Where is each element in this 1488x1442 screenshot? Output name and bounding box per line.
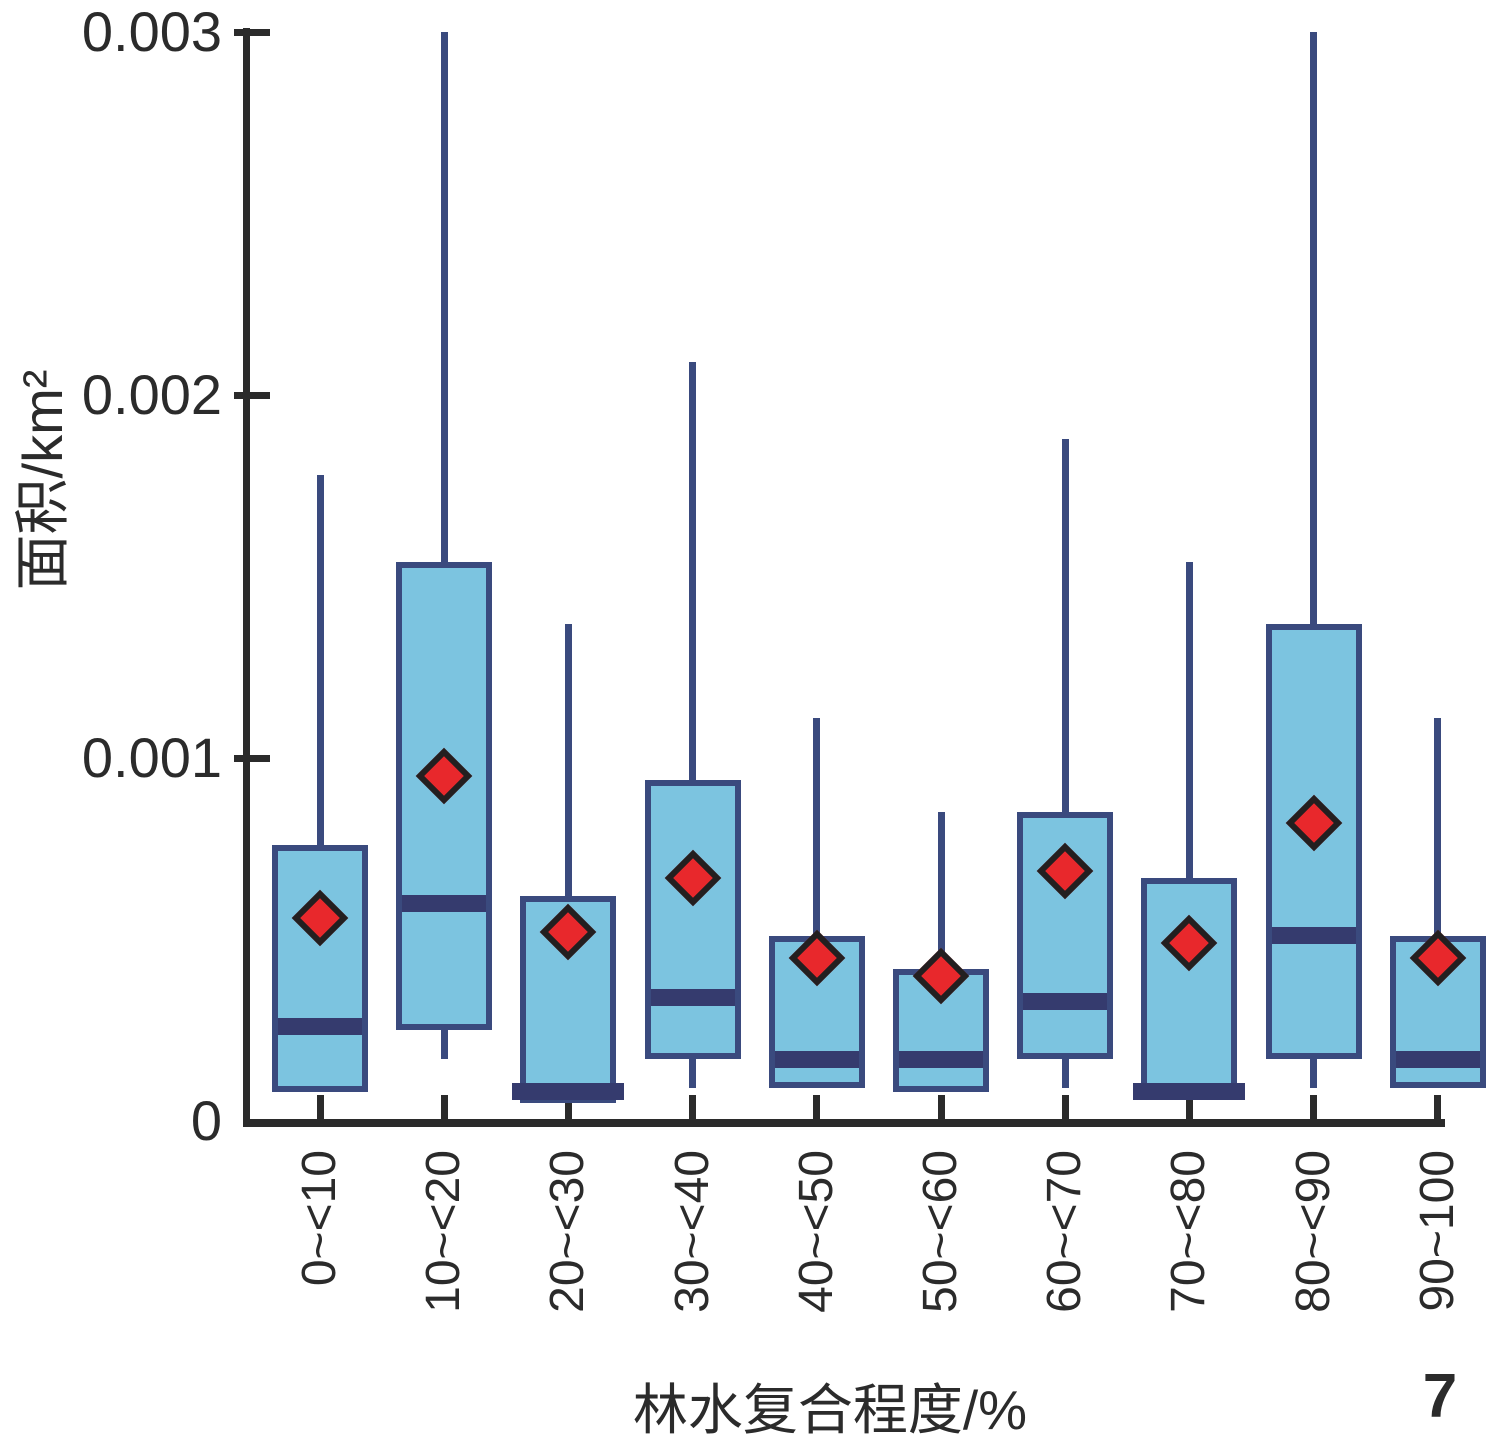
median-line [1023,992,1108,1010]
x-tick-mark [1061,1095,1069,1126]
x-tick-label: 80~<90 [1286,1150,1340,1313]
x-tick-label: 90~100 [1410,1150,1464,1312]
x-tick-label: 60~<70 [1038,1150,1092,1313]
whisker-upper [937,812,945,969]
y-tick-mark-0003 [234,29,270,36]
y-tick-mark-0002 [234,392,270,399]
whisker-lower [1061,1059,1069,1089]
box [644,779,741,1060]
x-tick-label: 30~<40 [665,1150,719,1313]
whisker-upper [440,32,448,562]
x-tick-label: 10~<20 [417,1150,471,1313]
median-line [650,989,735,1007]
x-tick-label: 20~<30 [541,1150,595,1313]
whisker-upper [813,718,821,936]
median-line [774,1050,859,1068]
x-tick-label: 0~<10 [293,1150,346,1287]
whisker-upper [1061,438,1069,813]
x-tick-label: 40~<50 [789,1150,843,1313]
x-axis-line [243,1119,1445,1127]
x-tick-mark [689,1095,697,1126]
median-line [512,1083,625,1101]
whisker-upper [316,474,324,846]
x-tick-mark [813,1095,821,1126]
y-tick-label-3: 0.003 [81,0,222,63]
whisker-lower [440,1030,448,1060]
whisker-upper [1185,561,1193,878]
whisker-lower [1310,1059,1318,1089]
figure-number: 7 [1422,1362,1458,1431]
y-axis-line [243,28,250,1127]
x-tick-mark [937,1095,945,1126]
whisker-upper [564,623,572,896]
x-tick-mark [1310,1095,1318,1126]
x-tick-mark [1434,1095,1442,1126]
x-tick-mark [1185,1095,1193,1126]
x-tick-label: 50~<60 [914,1150,967,1313]
whisker-upper [1310,32,1318,624]
median-line [899,1050,983,1068]
box [272,845,368,1092]
median-line [1271,927,1356,945]
x-tick-mark [564,1095,572,1126]
median-line [1133,1083,1246,1101]
x-tick-label: 70~<80 [1162,1150,1216,1313]
y-tick-label-1: 0.001 [81,726,222,789]
x-tick-mark [316,1095,324,1126]
median-line [402,894,487,912]
median-line [1395,1050,1480,1068]
x-tick-mark [440,1095,448,1126]
y-tick-label-0: 0 [190,1089,222,1152]
x-axis-title: 林水复合程度/% [632,1379,1028,1441]
whisker-upper [1434,718,1442,936]
y-tick-mark-0001 [234,755,270,762]
box [1141,877,1238,1100]
median-line [278,1018,362,1036]
whisker-lower [689,1059,697,1089]
whisker-upper [689,362,697,780]
y-tick-label-2: 0.002 [81,363,222,426]
